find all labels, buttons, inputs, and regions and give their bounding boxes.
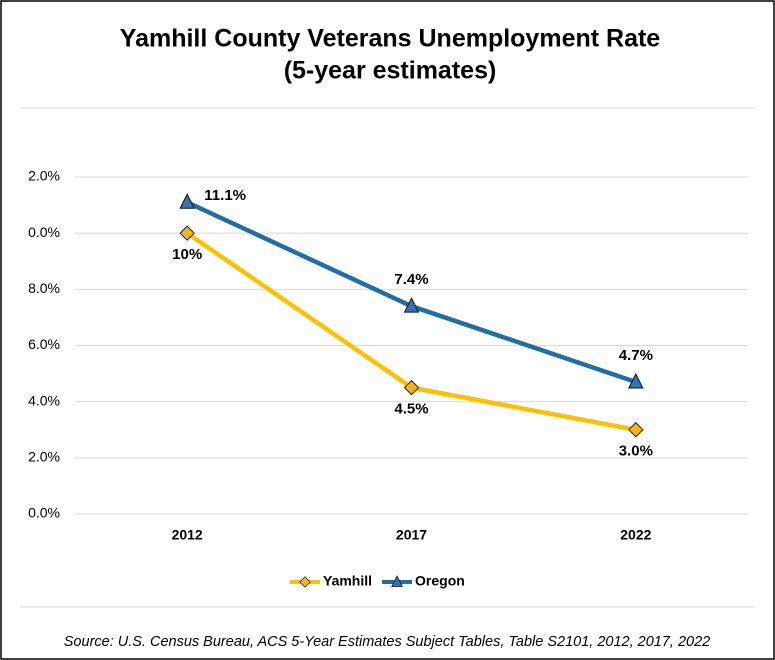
legend-label: Yamhill <box>323 573 372 589</box>
chart-title: Yamhill County Veterans Unemployment Rat… <box>120 25 661 53</box>
marker-diamond <box>403 379 420 396</box>
y-tick-label: 2.0% <box>28 168 60 184</box>
data-label: 10% <box>172 246 202 263</box>
y-tick-label: 8.0% <box>28 280 60 296</box>
source-note: Source: U.S. Census Bureau, ACS 5-Year E… <box>64 634 710 650</box>
data-label: 4.7% <box>619 347 653 364</box>
chart-subtitle: (5-year estimates) <box>284 57 497 85</box>
data-label: 4.5% <box>394 401 428 418</box>
marker-triangle <box>628 372 644 389</box>
marker-triangle <box>403 297 420 313</box>
x-tick-label: 2022 <box>620 527 651 543</box>
marker-diamond <box>299 576 311 588</box>
y-tick-label: 2.0% <box>28 449 60 465</box>
marker-triangle <box>179 193 195 209</box>
data-label: 3.0% <box>619 443 653 460</box>
data-label: 7.4% <box>394 271 428 288</box>
y-tick-label: 0.0% <box>28 505 60 521</box>
marker-diamond <box>179 225 195 241</box>
data-label: 11.1% <box>204 187 246 204</box>
y-tick-label: 4.0% <box>28 392 60 408</box>
legend-label: Oregon <box>415 573 465 589</box>
marker-diamond <box>628 422 644 438</box>
x-tick-label: 2012 <box>172 527 203 543</box>
y-tick-label: 0.0% <box>28 224 60 240</box>
marker-triangle <box>391 575 403 587</box>
x-tick-label: 2017 <box>396 527 427 543</box>
y-tick-label: 6.0% <box>28 336 60 352</box>
